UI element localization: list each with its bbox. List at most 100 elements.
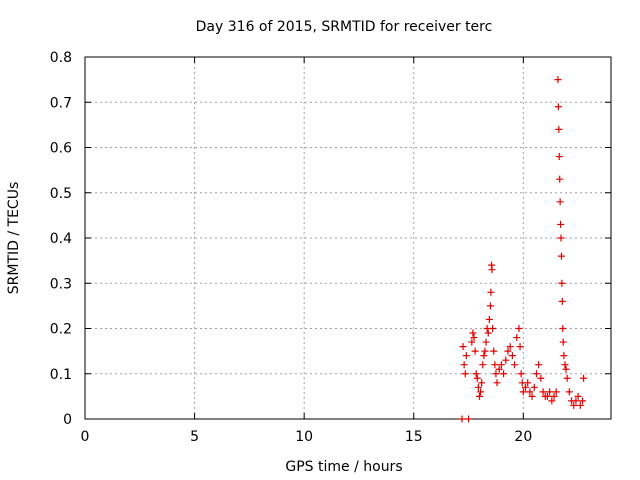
- data-point: [524, 379, 532, 387]
- data-point: [515, 325, 523, 332]
- data-point: [490, 347, 498, 355]
- data-point: [554, 103, 562, 111]
- data-point: [478, 379, 486, 387]
- data-point: [528, 392, 536, 400]
- data-point: [560, 352, 568, 360]
- data-point: [576, 401, 584, 409]
- data-point: [519, 388, 527, 396]
- data-point: [558, 297, 566, 305]
- data-point: [513, 334, 521, 342]
- data-point: [563, 374, 571, 382]
- data-point: [539, 388, 547, 396]
- data-point: [474, 383, 482, 391]
- data-point: [471, 347, 479, 355]
- data-point: [554, 76, 562, 84]
- data-point: [468, 338, 476, 346]
- data-point: [555, 125, 563, 133]
- data-point: [543, 392, 551, 400]
- data-point: [492, 370, 500, 378]
- data-point: [579, 397, 587, 405]
- x-axis-ticks: 0 5 10 15 20: [81, 57, 532, 445]
- data-point: [548, 397, 556, 405]
- data-point: [459, 343, 467, 351]
- data-point: [485, 315, 493, 323]
- data-point: [522, 383, 530, 391]
- data-point: [517, 370, 525, 378]
- data-point: [562, 365, 570, 373]
- data-point: [572, 397, 580, 405]
- chart-title: Day 316 of 2015, SRMTID for receiver ter…: [196, 19, 493, 35]
- data-point: [487, 288, 495, 296]
- data-points: [458, 76, 588, 423]
- data-point: [574, 392, 582, 400]
- x-tick-label: 5: [190, 429, 199, 445]
- data-point: [458, 415, 466, 423]
- data-point: [550, 392, 558, 400]
- data-point: [488, 266, 496, 274]
- data-point: [561, 361, 569, 369]
- data-point: [535, 361, 543, 369]
- y-tick-label: 0: [63, 412, 72, 428]
- y-axis-ticks: 0 0.1 0.2 0.3 0.4 0.5 0.6 0.7 0.8: [50, 50, 611, 428]
- data-point: [565, 388, 573, 396]
- data-point: [559, 325, 567, 332]
- data-point: [556, 198, 564, 206]
- y-tick-label: 0.4: [50, 231, 72, 247]
- data-point: [556, 175, 564, 183]
- data-point: [460, 361, 468, 369]
- data-point: [495, 365, 503, 373]
- data-point: [465, 415, 473, 423]
- data-point: [526, 388, 534, 396]
- data-point: [480, 352, 488, 360]
- data-point: [559, 338, 567, 346]
- x-tick-label: 20: [514, 429, 532, 445]
- data-point: [516, 343, 524, 351]
- data-point: [555, 153, 563, 161]
- data-point: [491, 361, 499, 369]
- data-point: [506, 343, 514, 351]
- data-point: [580, 374, 588, 382]
- y-tick-label: 0.3: [50, 276, 72, 292]
- y-tick-label: 0.7: [50, 95, 72, 111]
- y-tick-label: 0.6: [50, 141, 72, 157]
- data-point: [477, 388, 485, 396]
- x-tick-label: 0: [81, 429, 90, 445]
- y-axis-label: SRMTID / TECUs: [6, 182, 22, 295]
- data-point: [511, 361, 519, 369]
- x-tick-label: 10: [295, 429, 313, 445]
- data-point: [497, 361, 505, 369]
- data-point: [552, 388, 560, 396]
- data-point: [500, 370, 508, 378]
- data-point: [472, 370, 480, 378]
- data-point: [479, 361, 487, 369]
- data-point: [557, 252, 565, 260]
- data-point: [508, 352, 516, 360]
- x-axis-label: GPS time / hours: [285, 459, 402, 475]
- data-point: [493, 379, 501, 387]
- data-point: [481, 347, 489, 355]
- data-point: [532, 370, 540, 378]
- data-point: [570, 401, 578, 409]
- plot-frame: [84, 56, 612, 420]
- data-point: [486, 302, 494, 310]
- y-tick-label: 0.1: [50, 367, 72, 383]
- data-point: [462, 352, 470, 360]
- data-point: [482, 338, 490, 346]
- data-point: [546, 388, 554, 396]
- data-point: [470, 334, 478, 342]
- data-point: [469, 329, 477, 337]
- y-tick-label: 0.2: [50, 322, 72, 338]
- data-point: [473, 374, 481, 382]
- y-tick-label: 0.5: [50, 186, 72, 202]
- data-point: [557, 234, 565, 242]
- data-point: [489, 325, 497, 332]
- data-point: [558, 279, 566, 287]
- grid-lines: [85, 57, 611, 419]
- data-point: [537, 374, 545, 382]
- data-point: [530, 383, 538, 391]
- data-point: [476, 392, 483, 400]
- data-point: [504, 347, 512, 355]
- x-tick-label: 15: [405, 429, 423, 445]
- data-point: [557, 220, 565, 228]
